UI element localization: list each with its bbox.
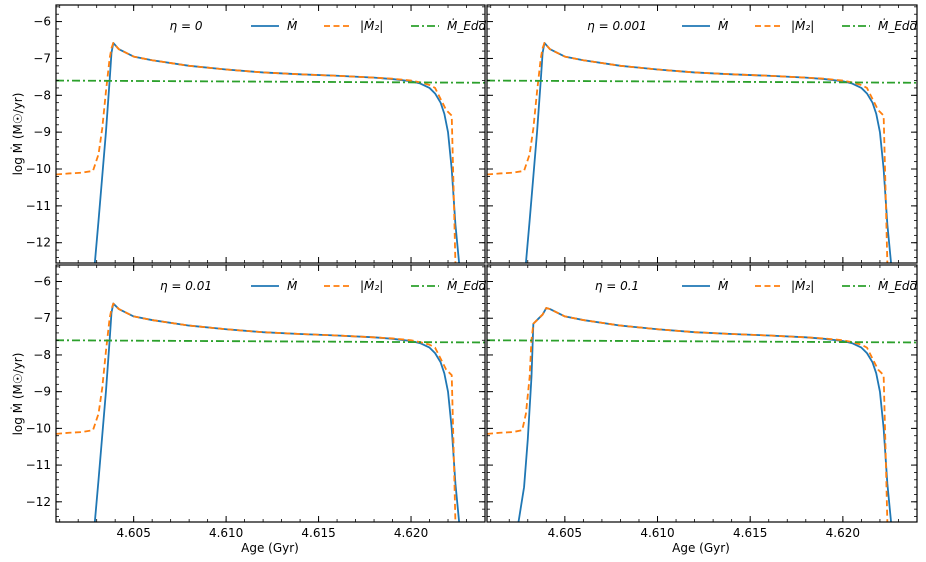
series-line-mdot xyxy=(93,302,461,522)
legend-label-mdot: Ṁ xyxy=(718,18,729,33)
x-tick-label: 4.610 xyxy=(209,526,243,540)
y-tick-label: −8 xyxy=(33,88,51,102)
series-line-m2dot xyxy=(487,307,889,522)
x-tick-label: 4.620 xyxy=(394,526,428,540)
series-line-m2dot xyxy=(487,42,889,263)
eta-label: η = 0.001 xyxy=(587,19,647,33)
series-line-medd xyxy=(56,339,485,344)
x-tick-label: 4.620 xyxy=(826,526,860,540)
series-group xyxy=(56,42,485,263)
panel-1: −6 −7 −8 −9 −10 −11 −12 η = 0 Ṁ |Ṁ₂| Ṁ_Edd xyxy=(26,4,487,264)
legend-label-m2dot: |Ṁ₂| xyxy=(791,18,814,33)
y-tick-label: −7 xyxy=(33,311,51,325)
series-group xyxy=(487,307,917,522)
y-tick-label: −10 xyxy=(26,421,51,435)
y-tick-label: −6 xyxy=(33,275,51,289)
legend-label-mdot: Ṁ xyxy=(287,278,298,293)
y-axis-label-bottom: log Ṁ (M☉/yr) xyxy=(10,353,25,436)
legend-label-mdot: Ṁ xyxy=(287,18,298,33)
legend-label-m2dot: |Ṁ₂| xyxy=(360,18,383,33)
y-tick-label: −12 xyxy=(26,236,51,250)
plot-frame xyxy=(486,4,918,264)
series-group xyxy=(56,302,485,522)
legend-label-medd: Ṁ_Edd xyxy=(878,18,918,33)
y-tick-label: −8 xyxy=(33,348,51,362)
series-line-mdot xyxy=(93,42,461,263)
legend-label-mdot: Ṁ xyxy=(718,278,729,293)
x-tick-label: 4.605 xyxy=(116,526,150,540)
legend-label-m2dot: |Ṁ₂| xyxy=(360,278,383,293)
y-tick-label: −7 xyxy=(33,51,51,65)
y-tick-label: −12 xyxy=(26,495,51,509)
y-tick-label: −11 xyxy=(26,199,51,213)
x-tick-label: 4.610 xyxy=(640,526,674,540)
eta-label: η = 0 xyxy=(170,19,203,33)
x-tick-label: 4.605 xyxy=(548,526,582,540)
y-tick-label: −9 xyxy=(33,385,51,399)
series-line-mdot xyxy=(525,42,892,263)
eta-label: η = 0.01 xyxy=(160,279,212,293)
y-tick-label: −9 xyxy=(33,125,51,139)
panel-2: η = 0.001 Ṁ |Ṁ₂| Ṁ_Edd xyxy=(486,4,918,264)
plot-frame xyxy=(55,4,486,264)
legend-label-m2dot: |Ṁ₂| xyxy=(791,278,814,293)
legend-label-medd: Ṁ_Edd xyxy=(447,18,487,33)
panel-4: 4.605 4.610 4.615 4.620 η = 0.1 Ṁ |Ṁ₂| Ṁ_Edd xyxy=(486,264,918,540)
series-line-m2dot xyxy=(56,42,457,263)
x-axis-label-left: Age (Gyr) xyxy=(241,541,299,555)
series-line-medd xyxy=(487,79,917,84)
series-line-medd xyxy=(487,339,917,344)
plot-frame xyxy=(486,264,918,523)
y-axis-label-top: log Ṁ (M☉/yr) xyxy=(10,93,25,176)
x-tick-label: 4.615 xyxy=(733,526,767,540)
plot-frame xyxy=(55,264,486,523)
legend-label-medd: Ṁ_Edd xyxy=(878,278,918,293)
legend-label-medd: Ṁ_Edd xyxy=(447,278,487,293)
eta-label: η = 0.1 xyxy=(595,279,639,293)
y-tick-label: −10 xyxy=(26,162,51,176)
series-group xyxy=(487,42,917,263)
x-tick-label: 4.615 xyxy=(301,526,335,540)
x-axis-label-right: Age (Gyr) xyxy=(672,541,730,555)
panel-3: 4.605 4.610 4.615 4.620 −6 −7 −8 −9 −10 −11 −12 η =… xyxy=(26,264,487,540)
y-tick-label: −6 xyxy=(33,15,51,29)
series-line-medd xyxy=(56,79,485,84)
y-tick-label: −11 xyxy=(26,458,51,472)
series-line-m2dot xyxy=(56,302,457,522)
